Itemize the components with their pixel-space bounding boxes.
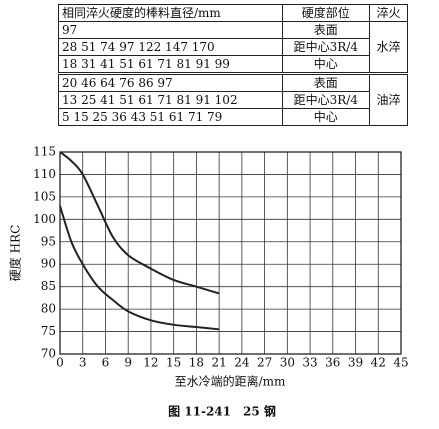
cell: 油淬 <box>369 72 408 126</box>
y-tick-label: 115 <box>33 145 56 159</box>
cell: 18 31 41 51 61 71 81 91 99 <box>58 55 283 74</box>
x-tick-label: 6 <box>102 356 110 370</box>
x-tick-label: 9 <box>124 356 132 370</box>
x-tick-label: 45 <box>393 356 408 370</box>
x-tick-label: 3 <box>79 356 87 370</box>
x-tick-label: 33 <box>302 356 317 370</box>
chart: 至水冷端的距离/mm 硬度 HRC 图 11-241 25 钢 70 75 80 85… <box>8 145 409 419</box>
x-tick-label: 27 <box>257 356 272 370</box>
x-tick-label: 42 <box>371 356 386 370</box>
curve <box>59 151 220 295</box>
y-axis-title: 硬度 HRC <box>8 225 23 282</box>
x-tick-label: 15 <box>166 356 181 370</box>
header-cell: 相同淬火硬度的棒料直径/mm <box>58 4 283 22</box>
x-tick-label: 30 <box>280 356 295 370</box>
cell: 28 51 74 97 122 147 170 <box>58 38 283 56</box>
cell: 97 <box>58 21 283 39</box>
x-tick-label: 36 <box>325 356 340 370</box>
plot-frame <box>59 151 402 355</box>
y-tick-label: 110 <box>33 167 56 181</box>
cell: 表面 <box>281 21 371 39</box>
y-tick-label: 85 <box>41 279 56 293</box>
y-tick-label: 105 <box>33 189 56 203</box>
y-tick-label: 95 <box>41 234 56 248</box>
x-tick-label: 21 <box>211 356 226 370</box>
x-tick-label: 18 <box>189 356 204 370</box>
cell: 5 15 25 36 43 51 61 71 79 <box>58 108 283 126</box>
x-axis-title: 至水冷端的距离/mm <box>175 374 286 389</box>
y-tick-label: 75 <box>41 324 56 338</box>
caption: 图 11-241 25 钢 <box>168 404 276 419</box>
header-cell: 硬度部位 <box>281 4 371 22</box>
cell: 表面 <box>281 72 371 92</box>
cell: 20 46 64 76 86 97 <box>58 72 283 92</box>
cell: 水淬 <box>369 21 408 74</box>
cell: 13 25 41 51 61 71 81 91 102 <box>58 91 283 109</box>
y-tick-label: 90 <box>41 257 56 271</box>
y-tick-label: 70 <box>41 347 56 361</box>
y-tick-label: 100 <box>33 212 56 226</box>
cell: 距中心3R/4 <box>281 38 371 56</box>
header-cell: 淬火 <box>369 4 408 22</box>
x-tick-label: 39 <box>348 356 363 370</box>
curve <box>59 205 220 331</box>
cell: 距中心3R/4 <box>281 91 371 109</box>
x-tick-label: 0 <box>56 356 64 370</box>
x-tick-label: 24 <box>234 356 250 370</box>
y-tick-label: 80 <box>41 302 56 316</box>
hardness-table: 相同淬火硬度的棒料直径/mm 硬度部位 淬火 97 表面 水淬 28 51 74 97 … <box>58 4 408 126</box>
x-tick-label: 12 <box>143 356 158 370</box>
cell: 中心 <box>281 108 371 126</box>
cell: 中心 <box>281 55 371 74</box>
